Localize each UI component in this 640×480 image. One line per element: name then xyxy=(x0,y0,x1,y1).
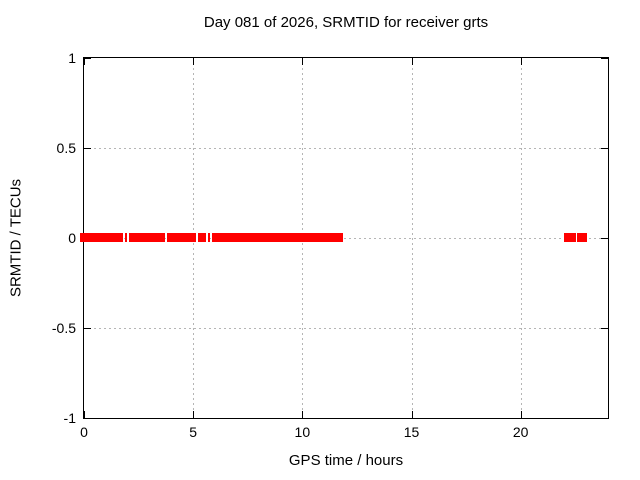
data-segment-8 xyxy=(576,233,588,242)
y-tick-left--1 xyxy=(84,418,91,419)
data-segment-1 xyxy=(124,233,127,242)
y-tick-right--1 xyxy=(601,418,608,419)
y-axis-label: SRMTID / TECUs xyxy=(7,178,25,298)
x-tick-label-15: 15 xyxy=(403,424,420,440)
plot-area xyxy=(80,57,609,419)
x-tick-bottom-0 xyxy=(84,411,85,418)
data-segment-3 xyxy=(167,233,196,242)
y-tick-label-1: 1 xyxy=(68,50,76,66)
chart-title: Day 081 of 2026, SRMTID for receiver grt… xyxy=(203,14,489,31)
data-segment-0 xyxy=(80,233,123,242)
y-tick-left-1 xyxy=(84,58,91,59)
y-tick-right-1 xyxy=(601,58,608,59)
data-segment-7 xyxy=(564,233,576,242)
x-tick-bottom-20 xyxy=(521,411,522,418)
x-tick-label-10: 10 xyxy=(294,424,311,440)
gridline-y-0.5 xyxy=(84,148,608,149)
data-segment-2 xyxy=(128,233,166,242)
x-tick-top-10 xyxy=(302,58,303,65)
x-tick-top-20 xyxy=(521,58,522,65)
x-tick-top-5 xyxy=(193,58,194,65)
x-tick-top-15 xyxy=(412,58,413,65)
x-tick-bottom-15 xyxy=(412,411,413,418)
x-tick-label-0: 0 xyxy=(80,424,88,440)
data-segment-4 xyxy=(197,233,206,242)
data-segment-5 xyxy=(207,233,210,242)
y-tick-left-0.5 xyxy=(84,148,91,149)
y-tick-right--0.5 xyxy=(601,328,608,329)
y-tick-right-0.5 xyxy=(601,148,608,149)
y-tick-left--0.5 xyxy=(84,328,91,329)
y-tick-label-0: 0 xyxy=(68,230,76,246)
x-tick-bottom-5 xyxy=(193,411,194,418)
y-tick-label--0.5: -0.5 xyxy=(51,320,76,336)
y-tick-right-0 xyxy=(601,238,608,239)
x-axis-label: GPS time / hours xyxy=(288,452,404,469)
y-tick-label-0.5: 0.5 xyxy=(56,140,76,156)
gridline-y--0.5 xyxy=(84,328,608,329)
x-tick-top-0 xyxy=(84,58,85,65)
data-segment-6 xyxy=(211,233,343,242)
x-tick-label-20: 20 xyxy=(512,424,529,440)
gridline-y-0 xyxy=(84,238,608,239)
y-tick-label--1: -1 xyxy=(63,410,76,426)
x-tick-bottom-10 xyxy=(302,411,303,418)
x-tick-label-5: 5 xyxy=(189,424,198,440)
